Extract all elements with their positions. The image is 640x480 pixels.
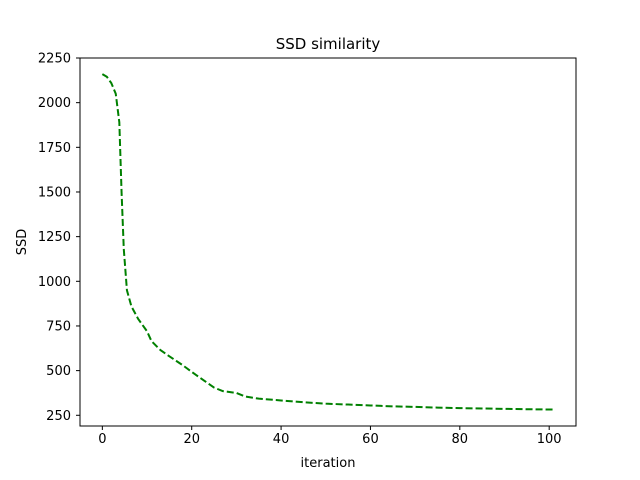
y-tick-label: 250 (46, 409, 71, 424)
axes-frame (79, 57, 577, 427)
ticks-layer: 0 20 40 60 80 100 250 500 750 1000 1250 1500 1750 200… (38, 52, 562, 448)
y-tick-label: 2000 (38, 96, 71, 111)
x-tick-label: 40 (273, 432, 290, 447)
y-tick-label: 1750 (38, 141, 71, 156)
series-layer (101, 73, 554, 411)
series-line (101, 73, 554, 411)
y-tick-label: 1250 (38, 230, 71, 245)
x-tick-label: 80 (452, 432, 469, 447)
y-tick-label: 1500 (38, 185, 71, 200)
chart-title: SSD similarity (276, 35, 381, 53)
y-axis-label: SSD (15, 229, 30, 256)
y-tick-label: 500 (46, 364, 71, 379)
x-tick-label: 60 (362, 432, 379, 447)
y-tick-label: 1000 (38, 275, 71, 290)
x-axis-label: iteration (301, 456, 356, 471)
x-tick-label: 20 (183, 432, 200, 447)
y-tick-label: 2250 (38, 52, 71, 67)
y-tick-label: 750 (46, 319, 71, 334)
x-tick-label: 100 (537, 432, 562, 447)
x-tick-label: 0 (98, 432, 106, 447)
